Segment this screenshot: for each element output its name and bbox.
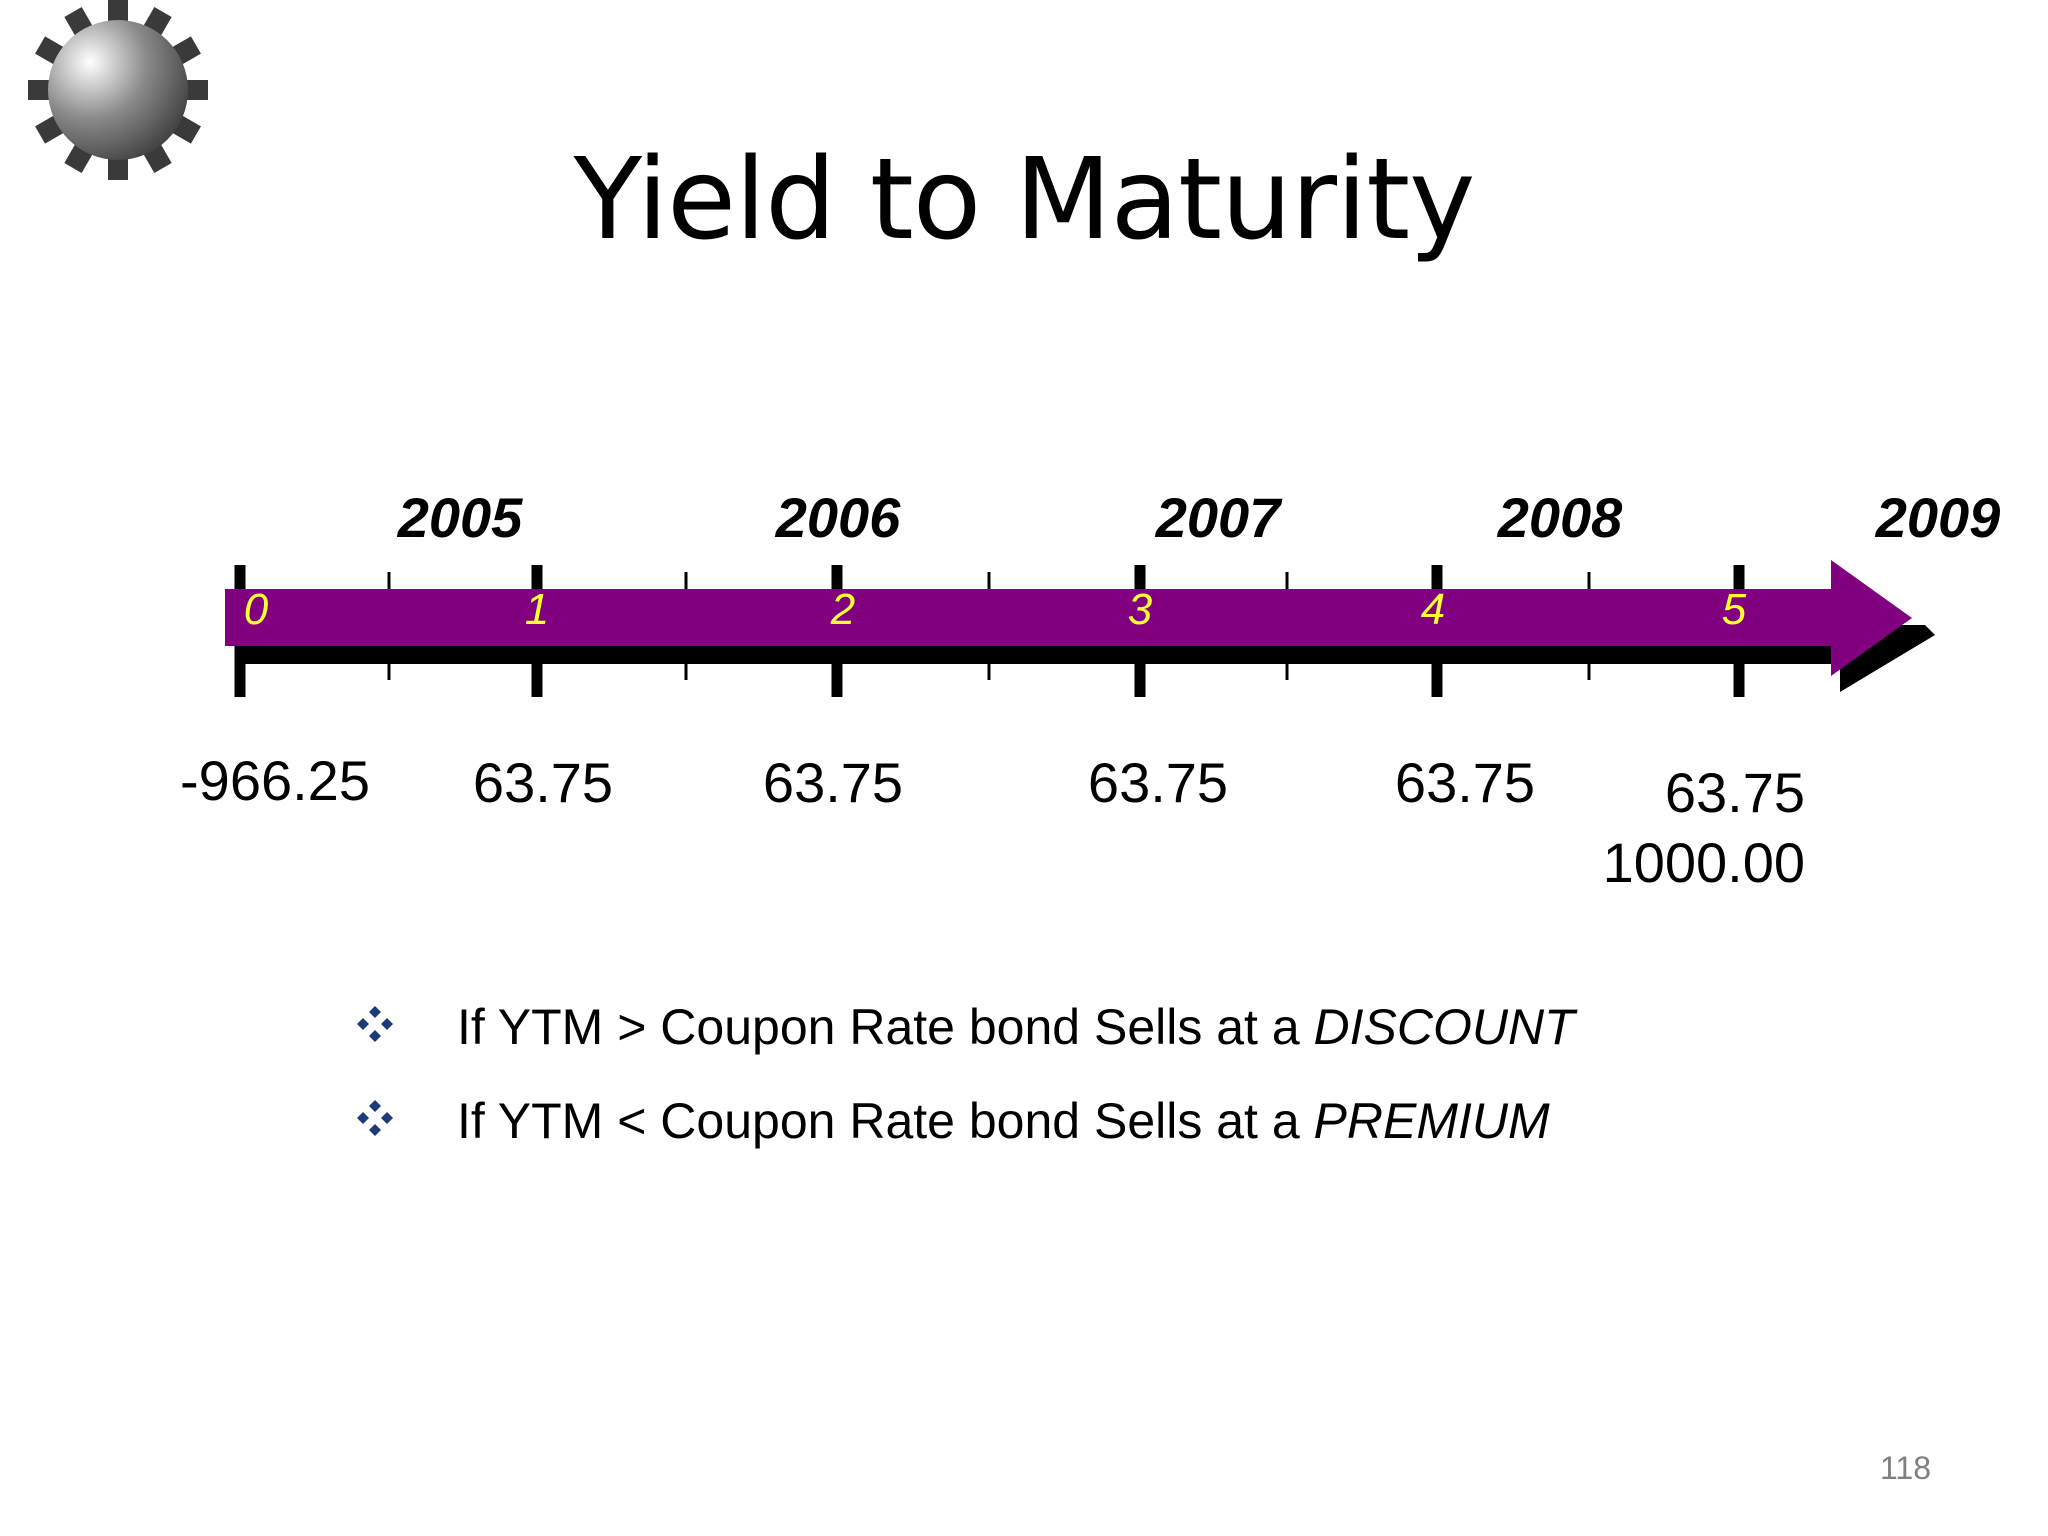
- cash-flow-value: -966.25: [180, 749, 370, 812]
- timeline-arrow: [225, 560, 1935, 697]
- year-label: 2007: [1155, 486, 1281, 549]
- timeline-bar: [225, 560, 1912, 676]
- bullet-text: If YTM < Coupon Rate bond Sells at a: [457, 1093, 1314, 1149]
- period-label: 3: [1127, 585, 1153, 634]
- diamond-bullet-icon: [357, 1100, 393, 1136]
- year-label: 2009: [1875, 486, 2001, 549]
- cash-flow-value: 63.75: [1087, 751, 1229, 814]
- gear-icon: [28, 0, 208, 180]
- bullet-emphasis: PREMIUM: [1313, 1093, 1550, 1149]
- year-label: 2006: [775, 486, 901, 549]
- period-label: 1: [524, 585, 550, 634]
- period-label: 4: [1420, 585, 1446, 634]
- final-coupon-value: 63.75: [1664, 761, 1805, 824]
- period-label: 2: [830, 585, 856, 634]
- cash-flow-value: 63.75: [762, 751, 904, 814]
- bullet-emphasis: DISCOUNT: [1313, 999, 1575, 1055]
- final-cash-flow: 63.75 1000.00: [1560, 758, 1805, 898]
- year-label: 2005: [397, 486, 523, 549]
- period-label: 5: [1721, 585, 1747, 634]
- diamond-bullet-icon: [357, 1006, 393, 1042]
- cash-flow-value: 63.75: [1394, 751, 1536, 814]
- final-principal-value: 1000.00: [1602, 831, 1805, 894]
- cash-flow-value: 63.75: [472, 751, 614, 814]
- page-title: Yield to Maturity: [573, 135, 1476, 265]
- bullet-text: If YTM > Coupon Rate bond Sells at a: [457, 999, 1314, 1055]
- period-label: 0: [243, 585, 269, 634]
- year-label: 2008: [1497, 486, 1623, 549]
- page-number: 118: [1880, 1450, 1932, 1486]
